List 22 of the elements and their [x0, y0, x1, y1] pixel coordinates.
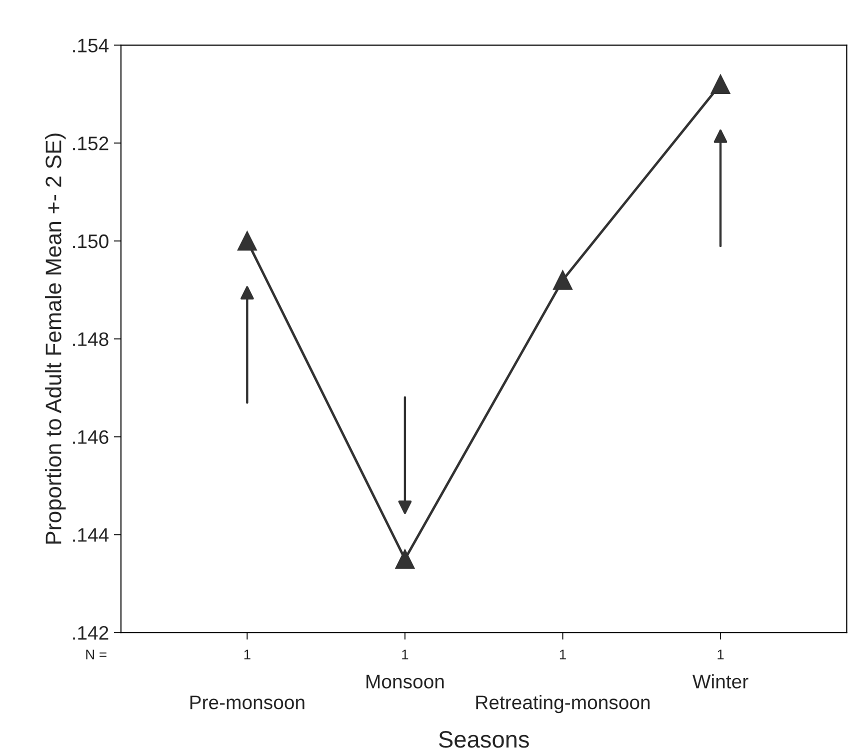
y-tick-label: .154 — [73, 38, 109, 52]
point — [710, 74, 730, 94]
y-tick-label: .150 — [73, 234, 108, 248]
point — [395, 549, 415, 569]
x-tick-label: Pre-monsoon — [190, 696, 304, 710]
point — [237, 231, 257, 251]
x-tick-label: Retreating-monsoon — [476, 695, 650, 714]
y-tick-label: .144 — [73, 528, 109, 542]
y-tick-label: .146 — [73, 430, 108, 444]
text: 1 — [402, 650, 408, 660]
y-axis-title: Proportion to Adult Female Mean +- 2 SE) — [45, 134, 66, 544]
text: N = — [86, 650, 106, 660]
x-axis-title: Seasons — [438, 731, 529, 748]
x-tick-label: Monsoon — [366, 674, 444, 688]
text: 1 — [560, 650, 566, 660]
y-tick-label: .148 — [73, 332, 108, 346]
text: 1 — [718, 650, 724, 660]
point — [553, 270, 572, 290]
text: 1 — [244, 650, 250, 660]
y-tick-label: .142 — [73, 626, 108, 640]
x-tick-label: Winter — [692, 674, 748, 688]
y-tick-label: .152 — [73, 136, 108, 150]
